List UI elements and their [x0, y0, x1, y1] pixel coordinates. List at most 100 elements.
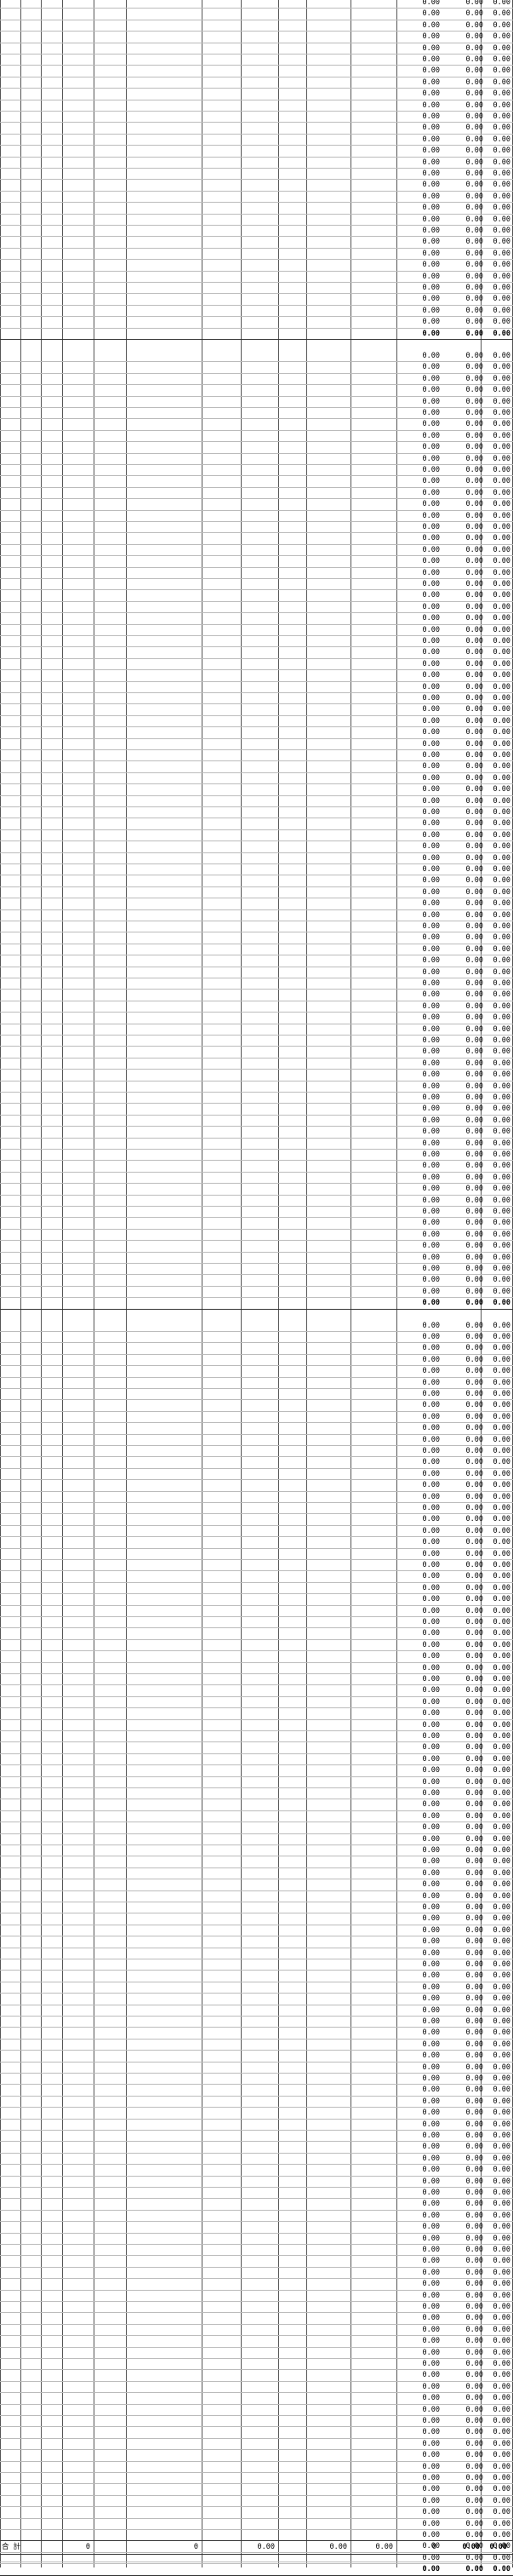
- amount-cell: 0.00: [422, 990, 440, 1000]
- amount-cell: 0.00: [422, 1481, 440, 1490]
- amount-cell: 0.00: [422, 1378, 440, 1387]
- row-divider: [0, 2438, 513, 2439]
- row-divider: [0, 1970, 513, 1971]
- amount-cell: 0.00: [422, 1800, 440, 1810]
- amount-cell: 0.00: [465, 1857, 483, 1867]
- row-divider: [0, 2244, 513, 2245]
- amount-cell: 0.00: [422, 1001, 440, 1011]
- amount-cell: 0.00: [493, 1093, 510, 1102]
- amount-cell: 0.00: [422, 830, 440, 840]
- amount-cell: 0.00: [465, 0, 483, 7]
- row-divider: [0, 305, 513, 306]
- amount-cell: 0.00: [422, 477, 440, 486]
- amount-cell: 0.00: [465, 66, 483, 76]
- amount-cell: 0.00: [465, 1469, 483, 1478]
- row-divider: [0, 236, 513, 237]
- amount-cell: 0.00: [422, 1982, 440, 1992]
- amount-cell: 0.00: [493, 1629, 510, 1638]
- amount-cell: 0.00: [493, 1333, 510, 1341]
- amount-cell: 0.00: [465, 876, 483, 886]
- column-rule-3: [62, 0, 63, 2567]
- row-divider: [0, 1195, 513, 1196]
- amount-cell: 0.00: [493, 1355, 510, 1364]
- amount-cell: 0.00: [422, 865, 440, 874]
- amount-cell: 0.00: [493, 1504, 510, 1512]
- amount-cell: 0.00: [422, 2360, 440, 2368]
- amount-cell: 0.00: [422, 1070, 440, 1080]
- amount-cell: 0.00: [422, 1287, 440, 1296]
- row-divider: [0, 2221, 513, 2222]
- amount-cell: 0.00: [422, 55, 440, 64]
- amount-cell: 0.00: [465, 2097, 483, 2106]
- amount-cell: 0.00: [465, 32, 483, 42]
- amount-cell: 0.00: [422, 716, 440, 726]
- amount-cell: 0.00: [422, 1914, 440, 1924]
- row-divider: [0, 2529, 513, 2530]
- amount-cell: 0.00: [465, 1333, 483, 1341]
- amount-cell: 0.00: [465, 682, 483, 691]
- row-divider: [0, 989, 513, 990]
- amount-cell: 0.00: [493, 887, 510, 897]
- amount-cell: 0.00: [493, 2154, 510, 2163]
- amount-cell: 0.00: [422, 1185, 440, 1194]
- amount-cell: 0.00: [465, 557, 483, 566]
- amount-cell: 0.00: [493, 2428, 510, 2437]
- amount-cell: 0.00: [493, 876, 510, 886]
- amount-cell: 0.00: [422, 2337, 440, 2346]
- row-divider: [0, 225, 513, 226]
- amount-cell: 0.00: [493, 1378, 510, 1387]
- amount-cell: 0.00: [493, 1948, 510, 1958]
- amount-cell: 0.00: [422, 146, 440, 156]
- amount-cell: 0.00: [493, 66, 510, 76]
- row-divider: [0, 1035, 513, 1036]
- amount-cell: 0.00: [493, 1024, 510, 1034]
- amount-cell: 0.00: [422, 2200, 440, 2209]
- amount-cell: 0.00: [465, 716, 483, 726]
- amount-cell: 0.00: [422, 1219, 440, 1228]
- amount-cell: 0.00: [465, 1036, 483, 1045]
- amount-cell: 0.00: [465, 2382, 483, 2391]
- row-divider: [0, 2472, 513, 2473]
- amount-cell: 0.00: [465, 454, 483, 463]
- amount-cell: 0.00: [493, 1561, 510, 1569]
- amount-cell: 0.00: [465, 2360, 483, 2368]
- amount-cell: 0.00: [493, 2200, 510, 2209]
- amount-cell: 0.00: [422, 842, 440, 852]
- column-rule-11: [396, 0, 397, 2567]
- amount-cell: 0.00: [465, 796, 483, 806]
- amount-cell: 0.00: [422, 751, 440, 760]
- amount-cell: 0.00: [493, 363, 510, 372]
- row-divider: [0, 886, 513, 887]
- row-divider: [0, 1548, 513, 1549]
- amount-cell: 0.00: [422, 1583, 440, 1592]
- amount-cell: 0.00: [465, 272, 483, 281]
- amount-cell: 0.00: [493, 1686, 510, 1695]
- amount-cell: 0.00: [493, 1595, 510, 1604]
- amount-cell: 0.00: [422, 2234, 440, 2243]
- amount-cell: 0.00: [422, 1880, 440, 1890]
- amount-cell: 0.00: [493, 1720, 510, 1730]
- amount-cell: 0.00: [465, 2005, 483, 2015]
- amount-cell: 0.00: [422, 1265, 440, 1273]
- amount-cell: 0.00: [465, 625, 483, 634]
- amount-cell: 0.00: [422, 1561, 440, 1569]
- amount-cell: 0.00: [493, 2519, 510, 2528]
- amount-cell: 0.00: [422, 2177, 440, 2186]
- amount-cell: 0.00: [493, 1081, 510, 1091]
- amount-cell: 0.00: [465, 2531, 483, 2539]
- amount-cell: 0.00: [422, 2394, 440, 2403]
- amount-cell: 0.00: [422, 1435, 440, 1444]
- grand-total-cell: 0.00: [375, 2543, 393, 2551]
- amount-cell: 0.00: [493, 0, 510, 7]
- row-divider: [0, 2404, 513, 2405]
- amount-cell: 0.00: [493, 1606, 510, 1615]
- amount-cell: 0.00: [493, 614, 510, 623]
- amount-cell: 0.00: [493, 2394, 510, 2403]
- row-divider: [0, 749, 513, 750]
- amount-cell: 0.00: [465, 2017, 483, 2026]
- amount-cell: 0.00: [465, 284, 483, 292]
- amount-cell: 0.00: [465, 2325, 483, 2334]
- amount-cell: 0.00: [422, 1093, 440, 1102]
- amount-cell: 0.00: [422, 876, 440, 886]
- row-divider: [0, 2176, 513, 2177]
